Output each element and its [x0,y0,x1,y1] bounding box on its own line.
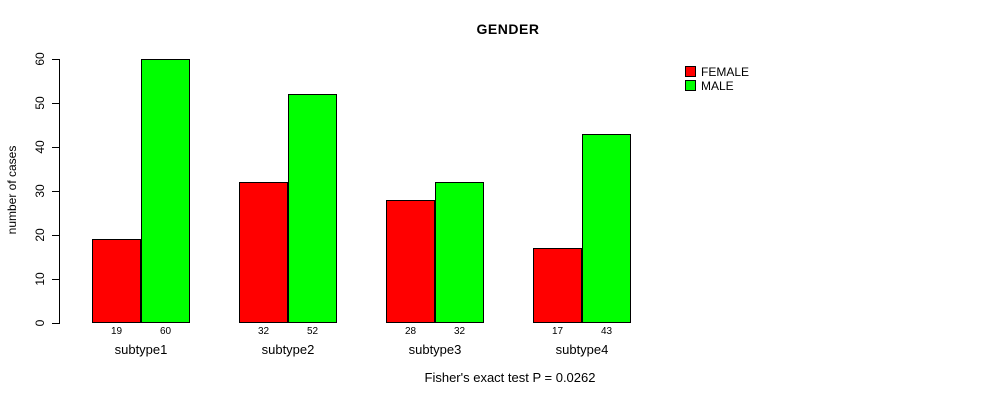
y-axis-tick [52,323,60,324]
y-axis-tick [52,235,60,236]
bar-value-label: 60 [159,326,172,337]
y-tick-label: 0 [33,319,47,327]
y-tick-label: 50 [33,96,47,110]
bar-value-label: 52 [306,326,319,337]
bar-value-label: 17 [551,326,564,337]
bar-male-subtype3 [435,182,484,323]
bar-male-subtype2 [288,94,337,323]
bar-female-subtype1 [92,239,141,323]
y-tick-label: 30 [33,184,47,198]
category-label-subtype1: subtype1 [114,342,168,357]
legend-label-female: FEMALE [701,64,750,79]
y-tick-label: 10 [33,272,47,286]
legend: FEMALE MALE [685,65,749,93]
y-axis-tick [52,147,60,148]
legend-swatch-female [685,66,696,77]
y-axis-tick [52,103,60,104]
y-tick-label: 20 [33,228,47,242]
legend-label-male: MALE [701,78,734,93]
bar-value-label: 32 [453,326,466,337]
y-axis-tick [52,279,60,280]
category-label-subtype3: subtype3 [408,342,462,357]
legend-row-male: MALE [685,78,749,93]
legend-row-female: FEMALE [685,64,750,79]
category-label-subtype2: subtype2 [261,342,315,357]
y-axis-tick [52,59,60,60]
bar-value-label: 19 [110,326,123,337]
y-tick-label: 40 [33,140,47,154]
bar-male-subtype4 [582,133,631,323]
bar-female-subtype3 [386,199,435,323]
chart-title: GENDER [476,21,540,37]
bar-value-label: 32 [257,326,270,337]
bar-value-label: 43 [600,326,613,337]
bar-value-label: 28 [404,326,417,337]
y-axis-tick [52,191,60,192]
bar-female-subtype2 [239,182,288,323]
y-axis-title: number of cases [5,145,19,235]
category-label-subtype4: subtype4 [555,342,609,357]
bar-male-subtype1 [141,59,190,323]
bar-female-subtype4 [533,248,582,323]
legend-swatch-male [685,80,696,91]
y-tick-label: 60 [33,52,47,66]
caption-annotation: Fisher's exact test P = 0.0262 [424,370,596,385]
